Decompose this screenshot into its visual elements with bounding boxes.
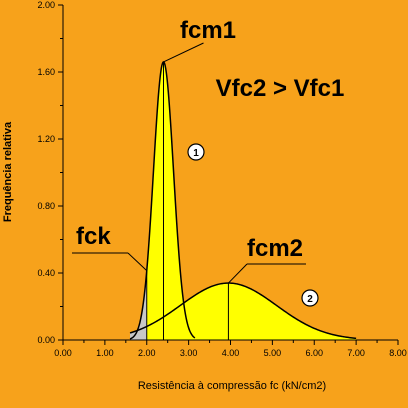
annotations: fcm1 Vfc2 > Vfc1 fck fcm2 1 2 (72, 17, 345, 307)
y-axis-label: Frequência relativa (2, 121, 14, 222)
x-tick-label: 5.00 (264, 348, 282, 358)
y-tick-label: 0.40 (37, 268, 55, 278)
curve-1-marker-label: 1 (193, 148, 199, 159)
y-tick-label: 2.00 (37, 0, 55, 10)
axes: 0.00 1.00 2.00 3.00 4.00 5.00 6.00 7.00 8.00 0.00… (37, 0, 406, 358)
x-tick-label: 3.00 (180, 348, 198, 358)
fcm1-leader (163, 42, 204, 63)
curve-2-fill (146, 283, 357, 340)
curve-2-marker-circle (301, 289, 319, 307)
fcm2-label: fcm2 (247, 235, 303, 262)
curve-1-marker-circle (187, 143, 205, 161)
fck-label: fck (76, 223, 111, 250)
x-axis-label: Resistência à compressão fc (kN/cm2) (138, 380, 326, 392)
curve-2-marker-label: 2 (307, 294, 313, 305)
x-tick-label: 4.00 (222, 348, 240, 358)
x-tick-label: 7.00 (347, 348, 365, 358)
x-tick-label: 1.00 (96, 348, 114, 358)
curve-2-line (129, 282, 357, 340)
x-tick-label: 6.00 (305, 348, 323, 358)
y-tick-label: 1.60 (37, 67, 55, 77)
x-tick-label: 2.00 (138, 348, 156, 358)
y-tick-label: 1.20 (37, 134, 55, 144)
curve-fills (130, 61, 357, 340)
curve-1-fill (146, 61, 195, 340)
x-tick-label: 8.00 (389, 348, 407, 358)
curve-1-tail-fill (130, 270, 147, 340)
curve-1-line (129, 61, 196, 340)
curve-lines (129, 61, 357, 340)
fcm2-leader (228, 263, 248, 284)
y-tick-label: 0.00 (37, 335, 55, 345)
fck-leader (127, 252, 148, 272)
fcm1-label: fcm1 (180, 17, 236, 44)
relation-label: Vfc2 > Vfc1 (216, 75, 345, 102)
x-tick-label: 0.00 (54, 348, 72, 358)
y-tick-label: 0.80 (37, 201, 55, 211)
